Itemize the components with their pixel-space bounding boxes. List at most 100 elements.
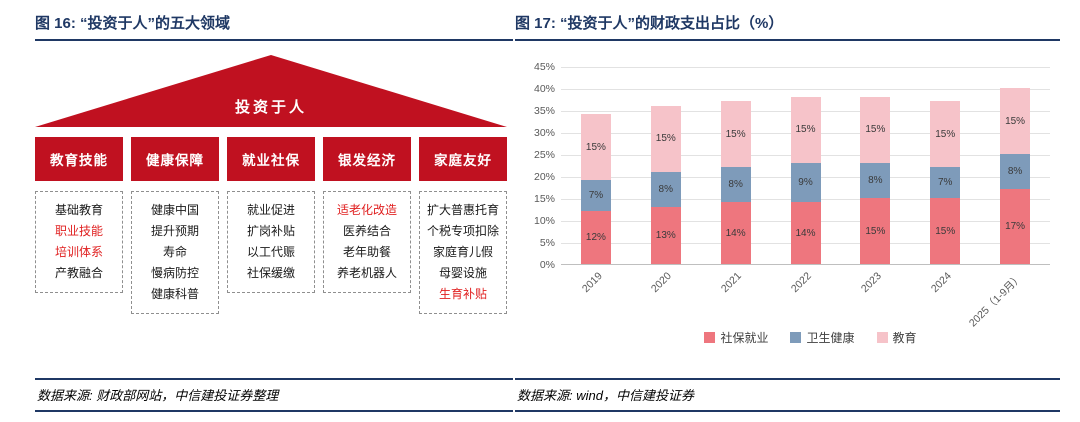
data-label: 14% [725, 227, 746, 239]
y-tick-label: 10% [533, 215, 555, 227]
figure17-source: 数据来源: wind，中信建投证券 [517, 388, 694, 403]
title-divider [515, 39, 1060, 41]
area-item: 社保缓缴 [246, 266, 295, 280]
area-item-box: 适老化改造医养结合老年助餐养老机器人 [323, 191, 411, 293]
bar-segment: 15% [930, 101, 961, 168]
legend-item: 社保就业 [704, 329, 768, 346]
x-axis-label: 2019 [579, 270, 605, 296]
plot-area: 0% 5% 10% 15% 20% 25% 30% 35% 40% 45% 12% 7% 15% 2019… [534, 61, 1050, 329]
area-item: 养老机器人 [336, 266, 397, 280]
data-label: 12% [585, 232, 606, 244]
figure17-source-block: 数据来源: wind，中信建投证券 [515, 378, 1060, 412]
legend-item: 教育 [876, 329, 917, 346]
bar-segment: 8% [650, 171, 681, 207]
area-item: 基础教育 [54, 203, 103, 217]
bar-segment: 12% [580, 211, 611, 264]
bar-group: 15% 8% 15% 2023 [840, 67, 910, 295]
stacked-bar: 12% 7% 15% [580, 114, 611, 264]
x-axis-label: 2022 [788, 270, 815, 296]
area-column: 家庭友好 扩大普惠托育 个税专项扣除 家庭育儿假 母婴设施 生育补贴 [419, 137, 507, 314]
area-item: 医养结合 [342, 224, 391, 238]
area-item: 以工代赈 [246, 245, 295, 259]
y-tick-label: 0% [539, 259, 555, 271]
legend-label: 社保就业 [720, 331, 769, 345]
area-item: 就业促进 [246, 203, 295, 217]
data-label: 8% [728, 179, 743, 191]
area-item: 扩大普惠托育 [426, 203, 499, 217]
bar-segment: 8% [860, 162, 891, 198]
bar-segment: 7% [930, 167, 961, 198]
legend-label: 卫生健康 [806, 331, 855, 345]
figure16-panel: 图 16: “投资于人”的五大领域 投资于人 教育技能 基础教育 职业技能 培训体系产… [35, 12, 513, 412]
bar-group: 14% 9% 15% 2022 [771, 67, 841, 295]
legend-item: 卫生健康 [790, 329, 855, 346]
source-divider-top [35, 378, 513, 380]
area-header: 就业社保 [227, 137, 315, 181]
stacked-bar: 13% 8% 15% [650, 105, 681, 264]
legend-label: 教育 [892, 331, 917, 345]
x-axis-label: 2025（1-9月） [966, 271, 1025, 330]
bar-segment: 15% [1000, 88, 1031, 155]
bar-segment: 8% [720, 167, 751, 203]
figure16-source: 数据来源: 财政部网站，中信建投证券整理 [37, 388, 279, 403]
legend-swatch [876, 332, 888, 343]
area-column: 就业社保就业促进扩岗补贴以工代赈社保缓缴 [227, 137, 315, 293]
legend-swatch [790, 332, 802, 343]
data-label: 15% [865, 225, 886, 237]
stacked-bar: 15% 7% 15% [930, 101, 961, 264]
y-tick-label: 30% [533, 127, 555, 139]
bar-group: 13% 8% 15% 2020 [631, 67, 701, 295]
area-item: 产教融合 [54, 266, 103, 280]
source-divider-bottom [35, 410, 513, 412]
pyramid-label: 投资于人 [234, 99, 307, 116]
area-item: 培训体系 [54, 245, 103, 259]
data-label: 15% [795, 124, 816, 136]
bar-group: 17% 8% 15% 2025（1-9月） [967, 67, 1050, 329]
area-item-box: 基础教育职业技能培训体系产教融合 [35, 191, 123, 293]
stacked-bar: 14% 9% 15% [790, 96, 821, 264]
data-label: 17% [1005, 221, 1026, 233]
area-item: 扩岗补贴 [246, 224, 295, 238]
y-tick-label: 35% [533, 105, 555, 117]
bar-segment: 15% [860, 96, 891, 163]
area-column: 健康保障 健康中国 提升预期 寿命 慢病防控 健康科普 [131, 137, 219, 314]
source-divider-top [515, 378, 1060, 380]
five-areas-diagram: 投资于人 教育技能 基础教育 职业技能 培训体系 产教融合 健康保障 健康中国 提升预期 寿命慢… [35, 55, 513, 314]
gridline [561, 67, 1050, 68]
bar-segment: 14% [720, 202, 751, 264]
area-item: 适老化改造 [336, 203, 397, 217]
bar-segment: 15% [580, 114, 611, 181]
chart-legend: 社保就业 卫生健康 教育 [561, 329, 1060, 346]
bar-segment: 9% [790, 162, 821, 203]
triangle-shape [35, 55, 507, 127]
stacked-bar: 15% 8% 15% [860, 96, 891, 264]
bar-segment: 15% [790, 96, 821, 163]
bar-segment: 8% [1000, 154, 1031, 190]
area-item-box: 就业促进扩岗补贴以工代赈社保缓缴 [227, 191, 315, 293]
bar-segment: 15% [720, 101, 751, 168]
stacked-bar: 17% 8% 15% [1000, 88, 1031, 264]
title-divider [35, 39, 513, 41]
area-item: 老年助餐 [342, 245, 391, 259]
data-label: 15% [725, 128, 746, 140]
area-item: 家庭育儿假 [432, 245, 493, 259]
data-label: 15% [935, 225, 956, 237]
y-tick-label: 25% [533, 149, 555, 161]
bar-segment: 7% [580, 180, 611, 212]
bar-segment: 14% [790, 202, 821, 264]
x-axis-label: 2024 [928, 270, 954, 296]
area-header: 健康保障 [131, 137, 219, 181]
area-header: 银发经济 [323, 137, 411, 181]
data-label: 9% [798, 177, 813, 189]
area-columns: 教育技能 基础教育 职业技能 培训体系 产教融合 健康保障 健康中国 提升预期 寿命 慢病防控 健康… [35, 137, 507, 314]
bar-segment: 15% [930, 198, 961, 264]
area-item: 职业技能 [54, 224, 103, 238]
data-label: 15% [1005, 115, 1026, 127]
data-label: 8% [868, 174, 883, 186]
bar-group: 15% 7% 15% 2024 [910, 67, 980, 295]
area-item: 健康科普 [150, 287, 199, 301]
figure16-title: 图 16: “投资于人”的五大领域 [35, 15, 231, 32]
stacked-bar: 14% 8% 15% [720, 101, 751, 264]
y-tick-label: 40% [533, 83, 555, 95]
area-item: 寿命 [162, 245, 187, 259]
